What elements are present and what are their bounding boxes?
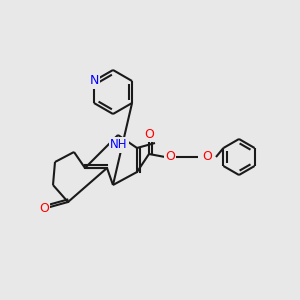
Text: O: O bbox=[39, 202, 49, 214]
Text: O: O bbox=[165, 151, 175, 164]
Text: O: O bbox=[144, 128, 154, 140]
Text: NH: NH bbox=[110, 139, 128, 152]
Text: N: N bbox=[89, 74, 99, 88]
Text: O: O bbox=[202, 151, 212, 164]
